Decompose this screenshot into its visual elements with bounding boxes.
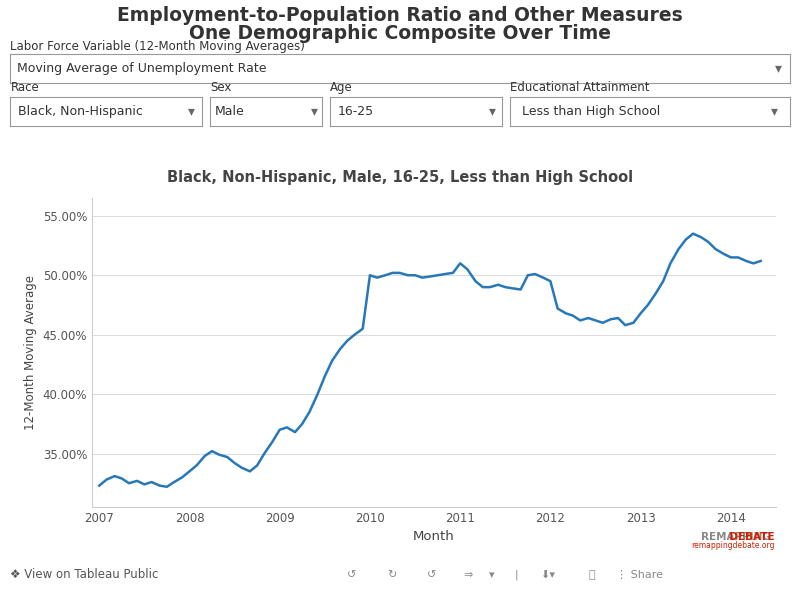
Text: Black, Non-Hispanic: Black, Non-Hispanic [18,105,143,118]
Text: remappingdebate.org: remappingdebate.org [691,541,774,550]
X-axis label: Month: Month [413,530,455,544]
Text: One Demographic Composite Over Time: One Demographic Composite Over Time [189,24,611,43]
Text: ▾: ▾ [311,104,318,119]
Text: ▾: ▾ [188,104,194,119]
Text: ↻: ↻ [387,570,397,580]
Text: ▾: ▾ [771,104,778,119]
Text: DEBATE: DEBATE [693,532,774,542]
Text: Male: Male [215,105,245,118]
Text: ▾: ▾ [489,104,495,119]
Text: Age: Age [330,80,353,94]
Text: ▾: ▾ [489,570,495,580]
Text: 16-25: 16-25 [338,105,374,118]
Text: ⇒: ⇒ [463,570,473,580]
Text: Employment-to-Population Ratio and Other Measures: Employment-to-Population Ratio and Other… [117,6,683,25]
Text: ↺: ↺ [347,570,357,580]
Text: ↺: ↺ [427,570,437,580]
Text: ⬇▾: ⬇▾ [541,570,555,580]
Text: REMAPPING: REMAPPING [701,532,774,542]
Text: Race: Race [10,80,39,94]
Text: Labor Force Variable (12-Month Moving Averages): Labor Force Variable (12-Month Moving Av… [10,40,306,53]
Text: ⬜: ⬜ [589,570,595,580]
Text: ▾: ▾ [775,61,782,76]
Text: |: | [514,569,518,580]
Text: Moving Average of Unemployment Rate: Moving Average of Unemployment Rate [17,62,266,75]
Text: ❖ View on Tableau Public: ❖ View on Tableau Public [10,568,158,581]
Text: Sex: Sex [210,80,232,94]
Text: Black, Non-Hispanic, Male, 16-25, Less than High School: Black, Non-Hispanic, Male, 16-25, Less t… [167,170,633,185]
Text: Less than High School: Less than High School [522,105,660,118]
Text: ⋮ Share: ⋮ Share [617,570,663,580]
Text: Educational Attainment: Educational Attainment [510,80,650,94]
Y-axis label: 12-Month Moving Average: 12-Month Moving Average [24,275,37,430]
